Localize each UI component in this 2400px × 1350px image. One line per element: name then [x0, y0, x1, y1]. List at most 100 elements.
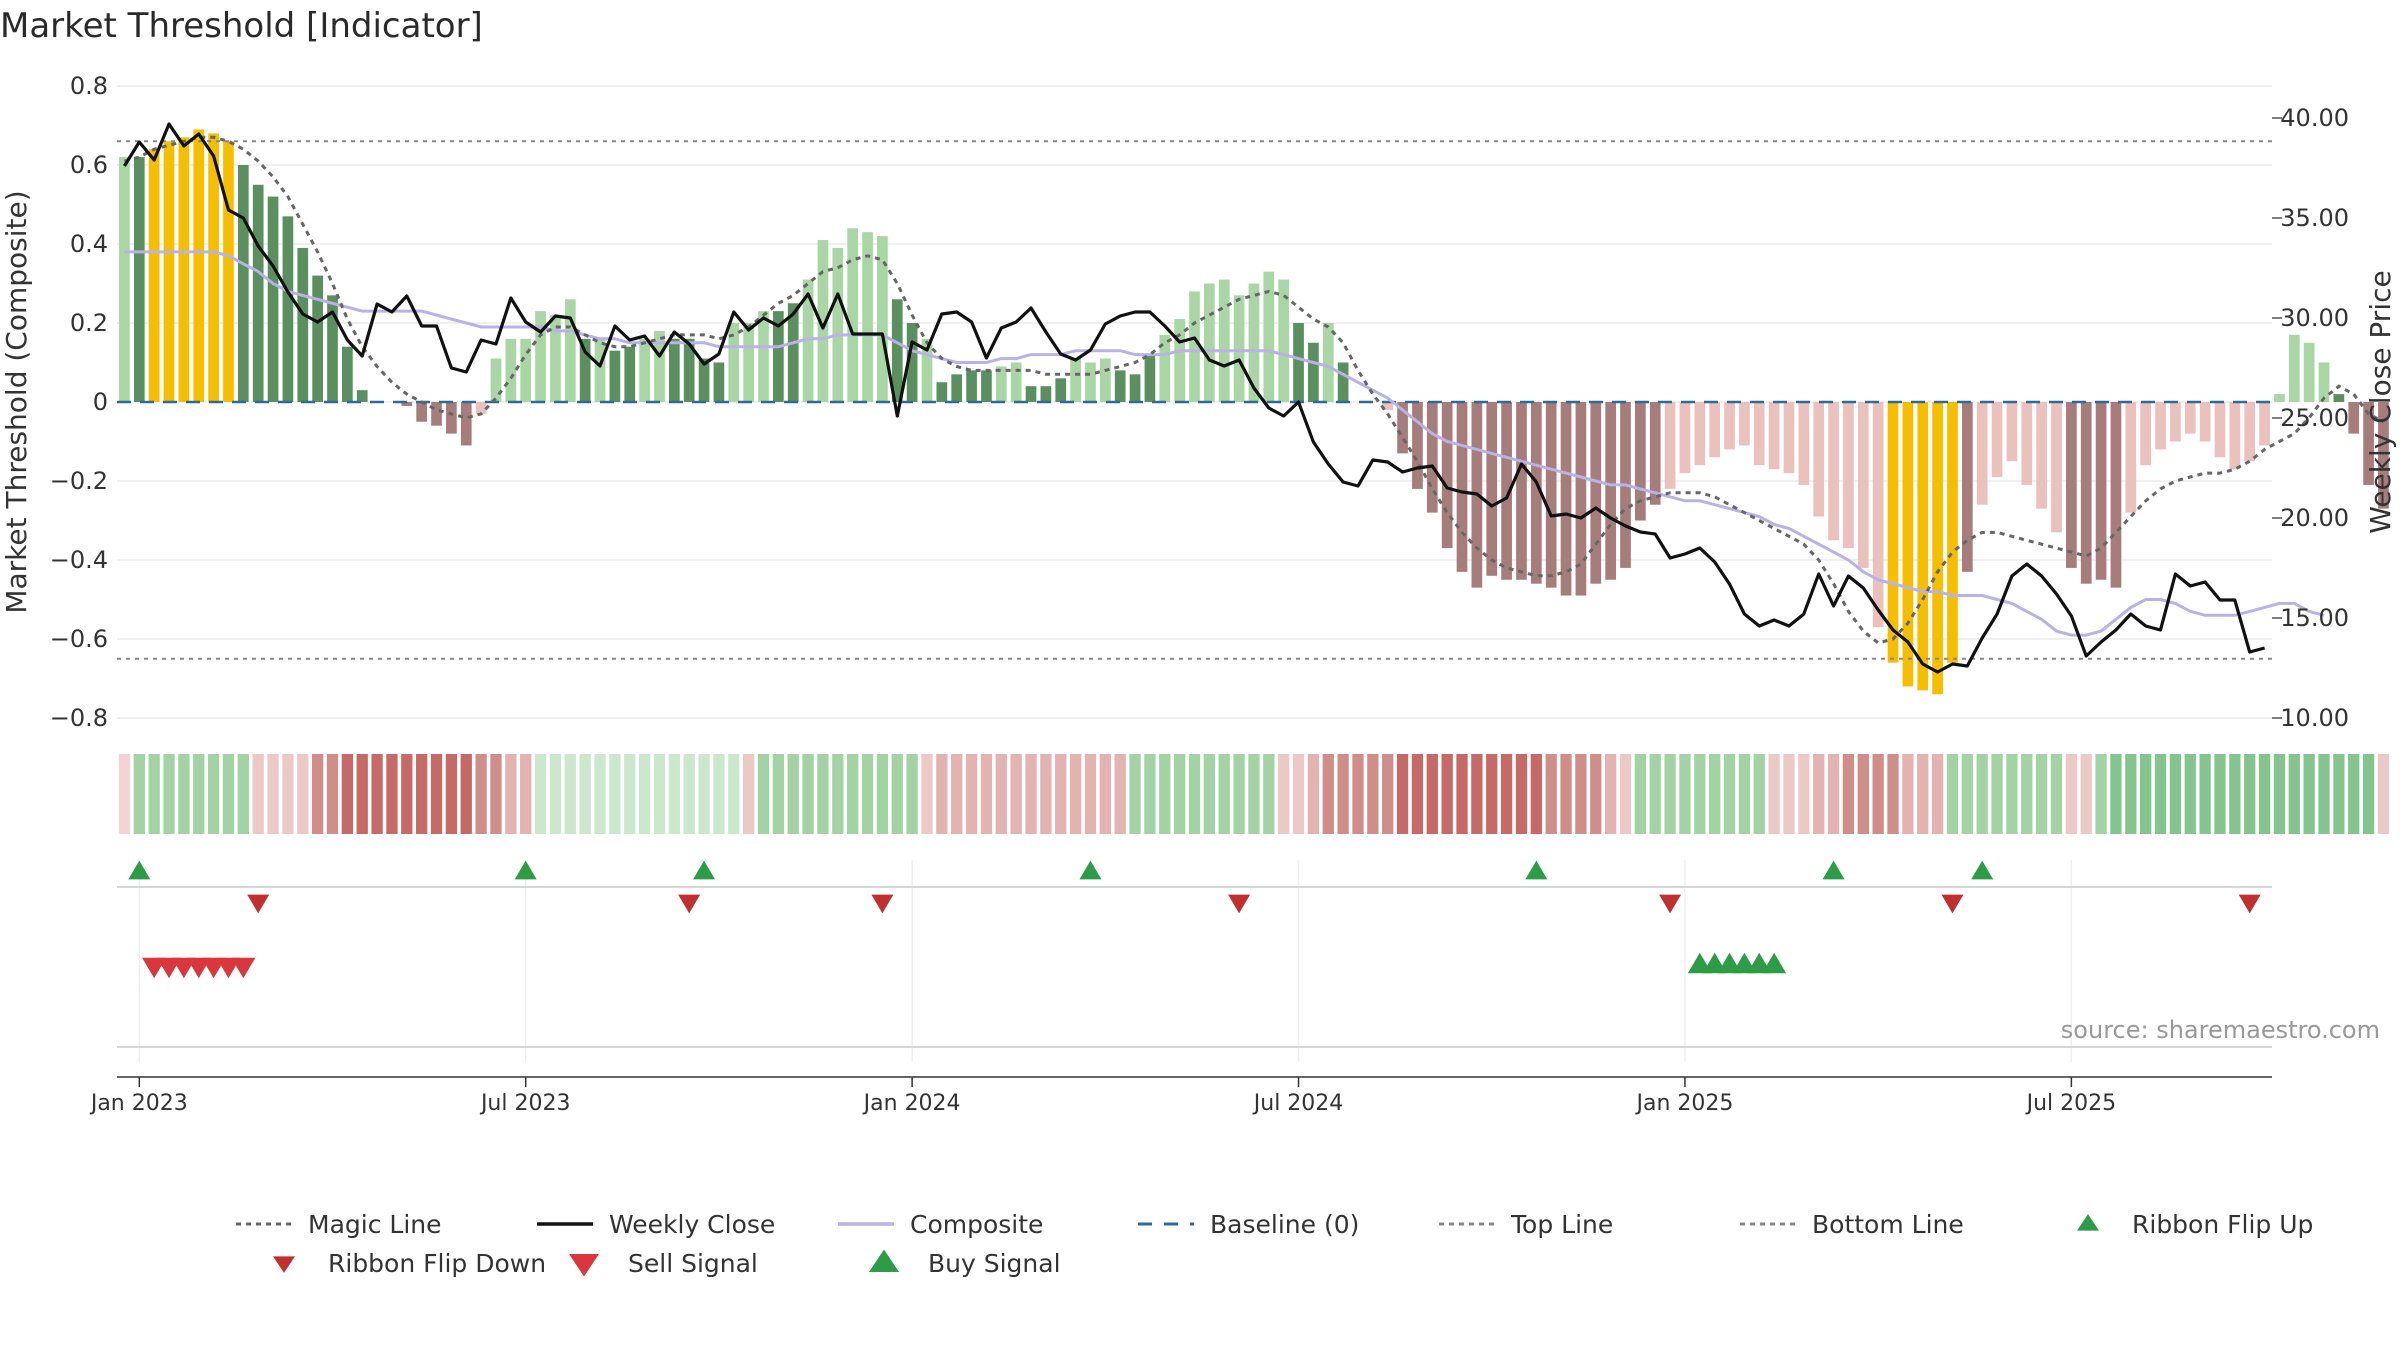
- composite-bar: [490, 358, 502, 402]
- composite-bar: [995, 366, 1007, 402]
- ribbon-cell: [371, 754, 383, 834]
- ribbon-cell: [980, 754, 993, 834]
- composite-bar: [1070, 358, 1081, 402]
- composite-bar: [1293, 323, 1304, 402]
- composite-bars: [119, 129, 2389, 695]
- legend-label: Magic Line: [308, 1210, 442, 1239]
- legend-label: Ribbon Flip Up: [2132, 1210, 2313, 1239]
- x-tick-label: Jan 2023: [89, 1091, 188, 1116]
- composite-bar: [1530, 402, 1542, 584]
- composite-bar: [966, 370, 977, 402]
- composite-bar: [2348, 402, 2360, 434]
- composite-bar: [1783, 402, 1795, 474]
- composite-bar: [2288, 334, 2300, 402]
- ribbon-cell: [1500, 754, 1513, 834]
- ribbon-flip-down-marker: [247, 894, 270, 914]
- ribbon-cell: [2095, 754, 2107, 834]
- ribbon-cell: [965, 754, 978, 834]
- composite-bar: [178, 137, 190, 402]
- legend-item: Bottom Line: [1740, 1210, 1964, 1239]
- ribbon-cell: [936, 754, 948, 834]
- ribbon-cell: [2288, 754, 2300, 834]
- composite-bar: [1456, 402, 1468, 572]
- ribbon-cell: [549, 754, 562, 834]
- ribbon-cell: [847, 754, 859, 834]
- ribbon-cell: [1129, 754, 1141, 834]
- ribbon-cell: [1753, 754, 1765, 834]
- series-lines: [117, 122, 2385, 674]
- ribbon-cell: [1248, 754, 1260, 834]
- composite-bar: [1010, 362, 1022, 402]
- y-left-tick-label: 0.4: [70, 230, 108, 258]
- ribbon-cell: [1367, 754, 1379, 834]
- composite-bar: [936, 382, 948, 402]
- y-left-tick-label: 0.2: [70, 309, 108, 337]
- ribbon-cell: [876, 754, 889, 834]
- y-right-tick-label: 10.00: [2280, 704, 2349, 732]
- composite-bar: [1917, 402, 1929, 691]
- ribbon-cell: [520, 754, 532, 834]
- ribbon-cell: [2362, 754, 2375, 834]
- composite-bar: [698, 358, 710, 402]
- composite-line: [124, 250, 2325, 637]
- composite-bar: [891, 299, 903, 402]
- source-label: source: sharemaestro.com: [2060, 1016, 2380, 1044]
- ribbon-cell: [311, 754, 324, 834]
- composite-bar: [654, 330, 665, 402]
- composite-bar: [1159, 334, 1171, 402]
- composite-bar: [1857, 402, 1869, 568]
- composite-bar: [2378, 402, 2389, 509]
- ribbon-cell: [430, 754, 443, 834]
- ribbon-cell: [1292, 754, 1305, 834]
- ribbon-cell: [2125, 754, 2137, 834]
- ribbon-cell: [326, 754, 339, 834]
- ribbon-cell: [1560, 754, 1572, 834]
- ribbon-cell: [1827, 754, 1840, 834]
- composite-bar: [505, 338, 517, 402]
- ribbon-cell: [594, 754, 606, 834]
- ribbon-cell: [1159, 754, 1171, 834]
- composite-bar: [2214, 402, 2226, 458]
- ribbon-flip-down-marker: [2238, 894, 2261, 914]
- ribbon-cell: [118, 754, 131, 834]
- composite-bar: [431, 402, 442, 426]
- ribbon-cell: [1991, 754, 2003, 834]
- ribbon-cell: [222, 754, 235, 834]
- composite-bar: [564, 299, 576, 402]
- composite-bar: [1278, 279, 1290, 402]
- ribbon-cell: [2021, 754, 2033, 834]
- composite-bar: [862, 232, 873, 402]
- ribbon-cell: [1278, 754, 1290, 834]
- ribbon-cell: [1040, 754, 1052, 834]
- ribbon-cell: [386, 754, 398, 834]
- ribbon-cell: [906, 754, 918, 834]
- ribbon-cell: [609, 754, 621, 834]
- ribbon-cell: [2333, 754, 2345, 834]
- composite-bar: [773, 311, 784, 402]
- ribbon-cell: [1515, 754, 1528, 834]
- composite-bar: [1204, 283, 1215, 402]
- ribbon-cell: [252, 754, 264, 834]
- legend-item: Buy Signal: [869, 1249, 1061, 1278]
- ribbon-cell: [757, 754, 770, 834]
- ribbon-cell: [1961, 754, 1973, 834]
- ribbon-cell: [683, 754, 695, 834]
- ribbon-cell: [1679, 754, 1691, 834]
- ribbon-cell: [1010, 754, 1022, 834]
- legend-swatch: [869, 1249, 899, 1272]
- legend-item: Sell Signal: [569, 1249, 758, 1278]
- ribbon-cell: [401, 754, 413, 834]
- composite-bar: [1694, 402, 1706, 466]
- ribbon-cell: [133, 754, 145, 834]
- ribbon-cell: [1902, 754, 1914, 834]
- composite-bar: [148, 149, 160, 402]
- ribbon-cell: [1099, 754, 1111, 834]
- composite-bar: [1872, 402, 1884, 628]
- ribbon-flip-down-marker: [871, 894, 894, 914]
- composite-bar: [1516, 402, 1527, 580]
- composite-bar: [743, 323, 754, 402]
- ribbon-cell: [237, 754, 249, 834]
- composite-bar: [312, 275, 323, 402]
- ribbon-flip-up-marker: [1079, 860, 1102, 880]
- ribbon-cell: [2080, 754, 2092, 834]
